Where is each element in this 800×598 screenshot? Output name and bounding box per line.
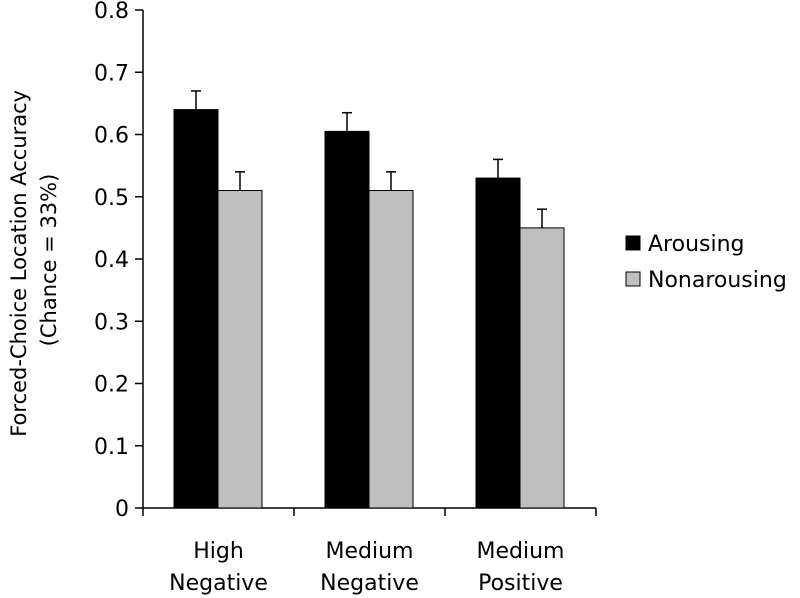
x-category-label: Negative: [320, 571, 419, 596]
bar-nonarousing-1: [368, 190, 414, 509]
y-axis-title-line1: Forced-Choice Location Accuracy: [7, 90, 31, 437]
error-bars: [191, 90, 547, 228]
bar-arousing-1: [324, 130, 370, 509]
y-tick-label: 0.5: [94, 186, 129, 211]
x-category-label: Medium: [477, 539, 565, 564]
legend-label-nonarousing: Nonarousing: [648, 268, 787, 293]
x-category-label: Positive: [478, 571, 563, 596]
bars: [173, 109, 565, 509]
x-category-label: Medium: [326, 539, 414, 564]
y-tick-label: 0.6: [94, 124, 129, 149]
bar-arousing-2: [475, 177, 521, 509]
y-axis-title: Forced-Choice Location Accuracy (Chance …: [7, 83, 61, 437]
category-labels: High Negative Medium Negative Medium Positive: [169, 539, 564, 596]
bar-nonarousing-2: [519, 227, 565, 509]
y-axis-title-line2: (Chance = 33%): [37, 174, 61, 347]
y-tick-label: 0.7: [94, 61, 129, 86]
x-ticks: [142, 508, 597, 516]
y-tick-label: 0: [115, 497, 129, 522]
y-tick-label: 0.4: [94, 248, 129, 273]
y-tick-label: 0.2: [94, 373, 129, 398]
y-tick-label: 0.8: [94, 0, 129, 24]
y-tick-label: 0.3: [94, 310, 129, 335]
legend: Arousing Nonarousing: [625, 232, 787, 293]
y-ticks: 0 0.1 0.2 0.3 0.4 0.5 0.6 0.7 0.8: [94, 0, 143, 522]
legend-swatch-arousing: [625, 235, 641, 251]
y-tick-label: 0.1: [94, 435, 129, 460]
bar-nonarousing-0: [217, 190, 263, 509]
x-category-label: Negative: [169, 571, 268, 596]
legend-label-arousing: Arousing: [648, 232, 745, 257]
bar-arousing-0: [173, 109, 219, 509]
x-category-label: High: [193, 539, 244, 564]
legend-swatch-nonarousing: [625, 271, 641, 287]
